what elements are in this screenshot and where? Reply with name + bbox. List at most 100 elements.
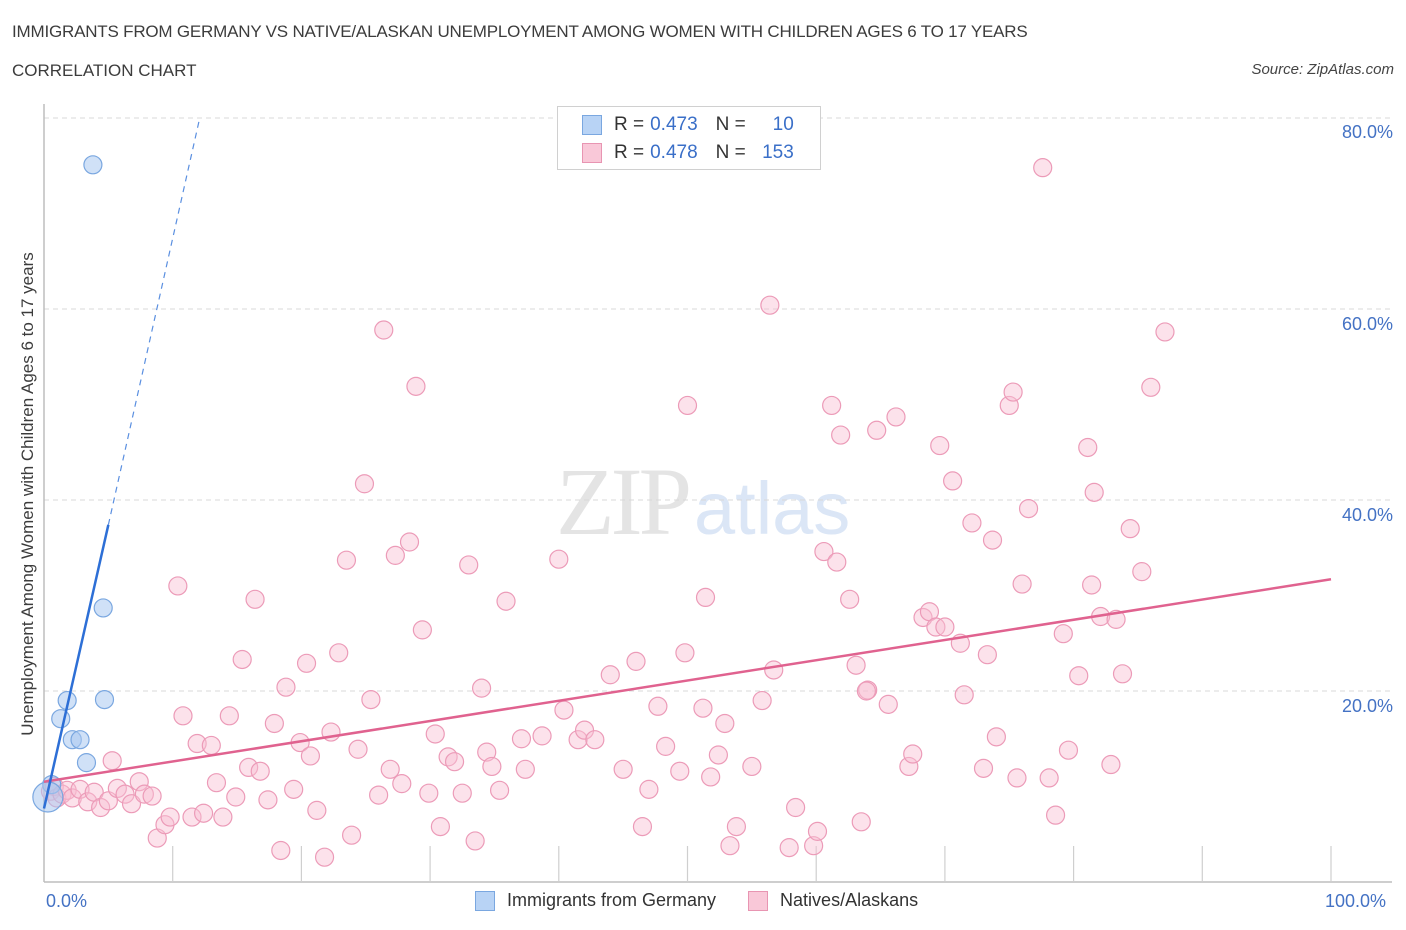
data-point[interactable] (477, 742, 497, 762)
data-point[interactable] (715, 713, 735, 734)
data-point[interactable] (1007, 768, 1027, 788)
data-point[interactable] (786, 797, 806, 818)
data-point[interactable] (1033, 158, 1053, 178)
data-point[interactable] (695, 587, 716, 608)
data-point[interactable] (452, 783, 472, 803)
data-point[interactable] (430, 817, 450, 837)
data-point[interactable] (1141, 377, 1161, 397)
data-point[interactable] (91, 797, 111, 818)
data-point[interactable] (1132, 562, 1152, 582)
data-point[interactable] (708, 745, 728, 765)
data-point[interactable] (314, 847, 335, 867)
data-point[interactable] (856, 681, 876, 701)
data-point[interactable] (720, 836, 740, 856)
data-point[interactable] (648, 696, 668, 716)
data-point[interactable] (742, 756, 762, 777)
data-point[interactable] (804, 836, 824, 856)
data-point[interactable] (173, 706, 193, 726)
data-point[interactable] (1012, 574, 1032, 594)
data-point[interactable] (1120, 519, 1140, 539)
data-point[interactable] (471, 678, 492, 698)
data-point[interactable] (1112, 664, 1133, 684)
data-point[interactable] (307, 800, 327, 820)
data-point[interactable] (213, 807, 233, 827)
data-point[interactable] (374, 320, 394, 340)
data-point[interactable] (219, 706, 239, 726)
data-point[interactable] (142, 786, 162, 806)
data-point[interactable] (585, 730, 605, 750)
data-point[interactable] (701, 767, 721, 787)
data-point[interactable] (752, 690, 772, 711)
data-point[interactable] (83, 155, 103, 175)
data-point[interactable] (482, 756, 502, 777)
data-point[interactable] (258, 790, 278, 810)
data-point[interactable] (613, 759, 633, 779)
data-point[interactable] (858, 680, 878, 700)
data-point[interactable] (930, 435, 950, 456)
data-point[interactable] (726, 817, 747, 837)
data-point[interactable] (168, 576, 188, 596)
data-point[interactable] (982, 530, 1003, 550)
data-point[interactable] (554, 700, 574, 720)
data-point[interactable] (1018, 498, 1039, 519)
data-point[interactable] (201, 735, 221, 756)
data-point[interactable] (677, 395, 698, 416)
data-point[interactable] (134, 784, 154, 804)
data-point[interactable] (369, 785, 389, 805)
data-point[interactable] (600, 665, 620, 685)
data-point[interactable] (532, 726, 552, 746)
data-point[interactable] (465, 831, 485, 851)
data-point[interactable] (193, 803, 214, 823)
data-point[interactable] (962, 513, 982, 533)
data-point[interactable] (425, 724, 445, 744)
data-point[interactable] (851, 812, 871, 832)
data-point[interactable] (276, 677, 296, 697)
data-point[interactable] (419, 783, 439, 803)
data-point[interactable] (70, 730, 90, 750)
data-point[interactable] (639, 779, 659, 799)
data-point[interactable] (348, 739, 368, 759)
data-point[interactable] (1003, 382, 1023, 402)
data-point[interactable] (886, 407, 906, 427)
data-point[interactable] (385, 545, 405, 565)
data-point[interactable] (878, 694, 898, 714)
data-point[interactable] (977, 645, 997, 665)
data-point[interactable] (444, 752, 465, 772)
data-point[interactable] (107, 778, 127, 799)
data-point[interactable] (827, 552, 847, 572)
data-point[interactable] (1082, 575, 1102, 595)
data-point[interactable] (1155, 322, 1175, 342)
data-point[interactable] (232, 649, 252, 670)
data-point[interactable] (1045, 805, 1066, 825)
data-point[interactable] (1039, 768, 1059, 788)
legend-item-germany[interactable]: Immigrants from Germany (475, 890, 716, 911)
data-point[interactable] (354, 474, 375, 494)
data-point[interactable] (102, 751, 122, 771)
data-point[interactable] (899, 756, 919, 777)
data-point[interactable] (300, 746, 321, 766)
data-point[interactable] (656, 736, 676, 756)
data-point[interactable] (392, 774, 412, 794)
data-point[interactable] (831, 425, 851, 445)
data-point[interactable] (954, 685, 974, 705)
data-point[interactable] (670, 761, 690, 781)
data-point[interactable] (511, 729, 532, 749)
data-point[interactable] (264, 713, 284, 734)
data-point[interactable] (1078, 437, 1098, 458)
data-point[interactable] (764, 660, 784, 680)
data-point[interactable] (459, 555, 479, 575)
data-point[interactable] (986, 727, 1006, 747)
data-point[interactable] (1069, 666, 1089, 686)
data-point[interactable] (549, 549, 569, 569)
data-point[interactable] (399, 532, 420, 552)
data-point[interactable] (1084, 482, 1104, 502)
data-point[interactable] (271, 840, 291, 861)
data-point[interactable] (496, 591, 516, 611)
legend-item-natives[interactable]: Natives/Alaskans (748, 890, 918, 911)
data-point[interactable] (807, 821, 828, 841)
data-point[interactable] (341, 825, 362, 845)
data-point[interactable] (226, 787, 246, 807)
data-point[interactable] (935, 617, 955, 637)
data-point[interactable] (296, 653, 317, 673)
data-point[interactable] (93, 598, 113, 618)
